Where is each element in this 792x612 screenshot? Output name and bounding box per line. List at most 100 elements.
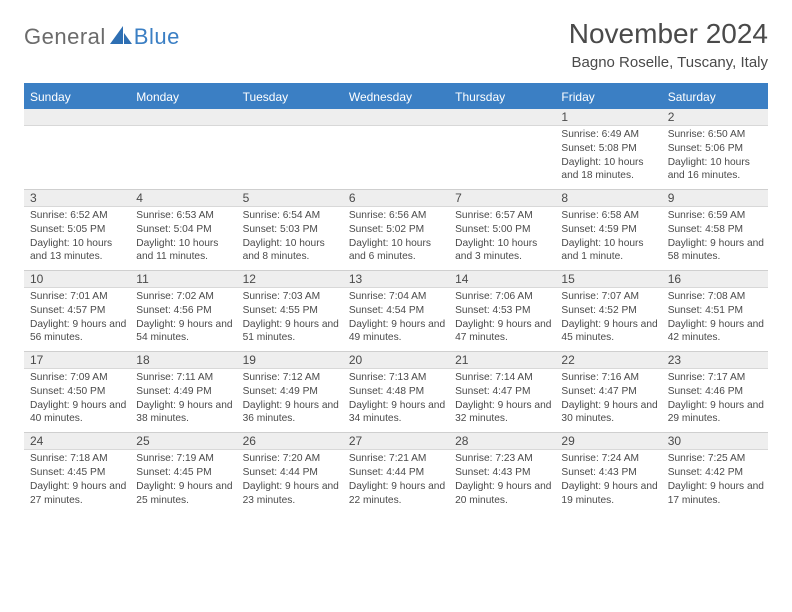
daylight-text: Daylight: 9 hours and 17 minutes. — [668, 480, 764, 508]
daylight-text: Daylight: 9 hours and 22 minutes. — [349, 480, 445, 508]
logo-text-blue: Blue — [134, 24, 180, 50]
sunset-text: Sunset: 4:45 PM — [136, 466, 232, 480]
logo-text-general: General — [24, 24, 106, 50]
day-cell: Sunrise: 7:04 AMSunset: 4:54 PMDaylight:… — [343, 288, 449, 351]
sunset-text: Sunset: 4:51 PM — [668, 304, 764, 318]
sunset-text: Sunset: 4:54 PM — [349, 304, 445, 318]
sunrise-text: Sunrise: 7:25 AM — [668, 452, 764, 466]
sunset-text: Sunset: 4:53 PM — [455, 304, 551, 318]
day-number: 6 — [343, 190, 449, 206]
sunset-text: Sunset: 5:06 PM — [668, 142, 764, 156]
daylight-text: Daylight: 10 hours and 1 minute. — [561, 237, 657, 265]
daylight-text: Daylight: 9 hours and 45 minutes. — [561, 318, 657, 346]
daylight-text: Daylight: 9 hours and 47 minutes. — [455, 318, 551, 346]
daylight-text: Daylight: 9 hours and 51 minutes. — [243, 318, 339, 346]
sunset-text: Sunset: 4:58 PM — [668, 223, 764, 237]
sunrise-text: Sunrise: 7:06 AM — [455, 290, 551, 304]
month-title: November 2024 — [569, 18, 768, 50]
day-number: 28 — [449, 433, 555, 449]
sunrise-text: Sunrise: 6:52 AM — [30, 209, 126, 223]
day-cell: Sunrise: 7:20 AMSunset: 4:44 PMDaylight:… — [237, 450, 343, 513]
week-row: Sunrise: 7:01 AMSunset: 4:57 PMDaylight:… — [24, 288, 768, 351]
sunrise-text: Sunrise: 7:20 AM — [243, 452, 339, 466]
sunset-text: Sunset: 5:08 PM — [561, 142, 657, 156]
sunrise-text: Sunrise: 7:16 AM — [561, 371, 657, 385]
daylight-text: Daylight: 9 hours and 29 minutes. — [668, 399, 764, 427]
day-cell: Sunrise: 6:49 AMSunset: 5:08 PMDaylight:… — [555, 126, 661, 189]
day-number: 13 — [343, 271, 449, 287]
logo-sail-icon — [110, 26, 132, 51]
day-cell — [24, 126, 130, 189]
day-number: 24 — [24, 433, 130, 449]
sunset-text: Sunset: 5:02 PM — [349, 223, 445, 237]
day-number: 11 — [130, 271, 236, 287]
day-cell: Sunrise: 7:25 AMSunset: 4:42 PMDaylight:… — [662, 450, 768, 513]
day-cell: Sunrise: 7:07 AMSunset: 4:52 PMDaylight:… — [555, 288, 661, 351]
day-number — [24, 109, 130, 125]
day-number: 4 — [130, 190, 236, 206]
day-number: 9 — [662, 190, 768, 206]
day-number: 15 — [555, 271, 661, 287]
sunrise-text: Sunrise: 7:19 AM — [136, 452, 232, 466]
sunset-text: Sunset: 4:50 PM — [30, 385, 126, 399]
sunrise-text: Sunrise: 7:11 AM — [136, 371, 232, 385]
daylight-text: Daylight: 10 hours and 3 minutes. — [455, 237, 551, 265]
sunrise-text: Sunrise: 7:07 AM — [561, 290, 657, 304]
sunset-text: Sunset: 4:43 PM — [455, 466, 551, 480]
daylight-text: Daylight: 9 hours and 20 minutes. — [455, 480, 551, 508]
week-row: Sunrise: 6:52 AMSunset: 5:05 PMDaylight:… — [24, 207, 768, 270]
week-row: Sunrise: 7:18 AMSunset: 4:45 PMDaylight:… — [24, 450, 768, 513]
daylight-text: Daylight: 10 hours and 6 minutes. — [349, 237, 445, 265]
sunset-text: Sunset: 5:04 PM — [136, 223, 232, 237]
daylight-text: Daylight: 9 hours and 23 minutes. — [243, 480, 339, 508]
day-number-band: 3456789 — [24, 189, 768, 207]
day-cell — [343, 126, 449, 189]
day-cell: Sunrise: 6:56 AMSunset: 5:02 PMDaylight:… — [343, 207, 449, 270]
sunrise-text: Sunrise: 7:09 AM — [30, 371, 126, 385]
day-header: Wednesday — [343, 85, 449, 109]
day-number-band: 24252627282930 — [24, 432, 768, 450]
day-cell: Sunrise: 6:54 AMSunset: 5:03 PMDaylight:… — [237, 207, 343, 270]
daylight-text: Daylight: 9 hours and 38 minutes. — [136, 399, 232, 427]
day-header-row: Sunday Monday Tuesday Wednesday Thursday… — [24, 85, 768, 109]
day-number: 26 — [237, 433, 343, 449]
calendar: Sunday Monday Tuesday Wednesday Thursday… — [24, 83, 768, 513]
sunset-text: Sunset: 4:48 PM — [349, 385, 445, 399]
sunrise-text: Sunrise: 7:12 AM — [243, 371, 339, 385]
day-cell: Sunrise: 6:53 AMSunset: 5:04 PMDaylight:… — [130, 207, 236, 270]
sunrise-text: Sunrise: 7:04 AM — [349, 290, 445, 304]
sunset-text: Sunset: 4:56 PM — [136, 304, 232, 318]
sunrise-text: Sunrise: 6:59 AM — [668, 209, 764, 223]
day-header: Monday — [130, 85, 236, 109]
daylight-text: Daylight: 9 hours and 54 minutes. — [136, 318, 232, 346]
week-row: Sunrise: 6:49 AMSunset: 5:08 PMDaylight:… — [24, 126, 768, 189]
sunrise-text: Sunrise: 7:03 AM — [243, 290, 339, 304]
day-cell: Sunrise: 7:03 AMSunset: 4:55 PMDaylight:… — [237, 288, 343, 351]
day-number: 27 — [343, 433, 449, 449]
sunrise-text: Sunrise: 6:53 AM — [136, 209, 232, 223]
day-cell: Sunrise: 7:21 AMSunset: 4:44 PMDaylight:… — [343, 450, 449, 513]
day-number — [130, 109, 236, 125]
day-number — [343, 109, 449, 125]
daylight-text: Daylight: 9 hours and 49 minutes. — [349, 318, 445, 346]
day-cell: Sunrise: 6:50 AMSunset: 5:06 PMDaylight:… — [662, 126, 768, 189]
day-number: 23 — [662, 352, 768, 368]
day-number: 17 — [24, 352, 130, 368]
sunrise-text: Sunrise: 6:54 AM — [243, 209, 339, 223]
day-header: Friday — [555, 85, 661, 109]
day-number: 7 — [449, 190, 555, 206]
daylight-text: Daylight: 9 hours and 36 minutes. — [243, 399, 339, 427]
day-number: 21 — [449, 352, 555, 368]
day-number: 20 — [343, 352, 449, 368]
sunset-text: Sunset: 4:45 PM — [30, 466, 126, 480]
daylight-text: Daylight: 10 hours and 8 minutes. — [243, 237, 339, 265]
day-number: 12 — [237, 271, 343, 287]
day-number-band: 10111213141516 — [24, 270, 768, 288]
day-cell: Sunrise: 7:16 AMSunset: 4:47 PMDaylight:… — [555, 369, 661, 432]
day-header: Thursday — [449, 85, 555, 109]
day-number-band: 17181920212223 — [24, 351, 768, 369]
sunset-text: Sunset: 4:55 PM — [243, 304, 339, 318]
day-number-band: 12 — [24, 109, 768, 126]
sunrise-text: Sunrise: 7:02 AM — [136, 290, 232, 304]
day-cell: Sunrise: 7:18 AMSunset: 4:45 PMDaylight:… — [24, 450, 130, 513]
